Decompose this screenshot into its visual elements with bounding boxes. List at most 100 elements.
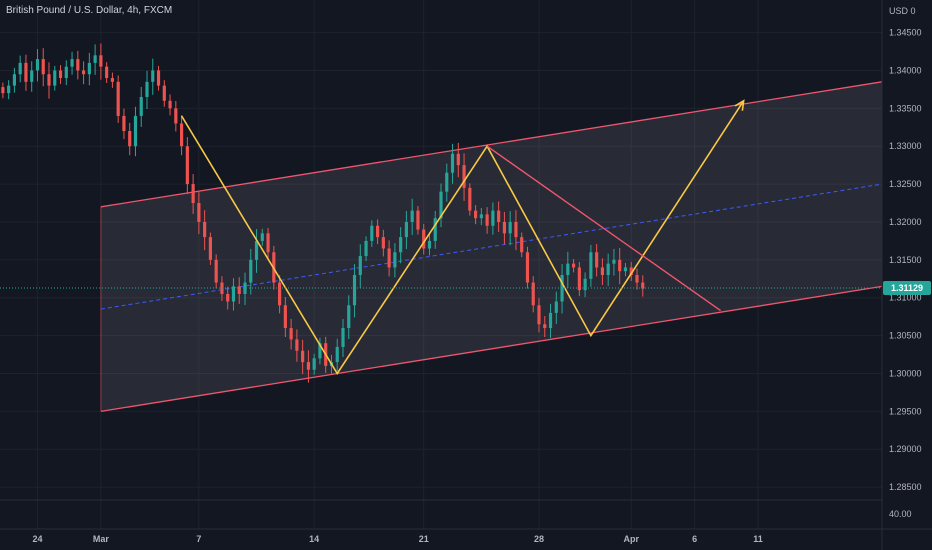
price-tick-label: 1.31500 [889, 255, 922, 265]
price-axis[interactable]: 1.34500 1.34000 1.33500 1.33000 1.32500 1.320… [889, 6, 922, 519]
candle-body [433, 218, 437, 241]
candle-body [410, 210, 414, 222]
candle-body [18, 62, 22, 75]
candle-body [422, 229, 426, 249]
candle-body [347, 305, 351, 329]
candle-body [116, 81, 120, 116]
channel-layer [100, 81, 883, 413]
candle-body [381, 237, 385, 249]
price-tick-label: 1.33500 [889, 103, 922, 113]
price-tick-label: 1.29500 [889, 406, 922, 416]
candle-body [352, 275, 357, 306]
price-tick-label: 1.32500 [889, 179, 922, 189]
time-tick-label: 14 [309, 534, 319, 544]
time-tick-label: 28 [534, 534, 544, 544]
candle-body [439, 191, 443, 219]
candle-body [514, 221, 518, 238]
last-price-tag-text: 1.31129 [891, 283, 923, 293]
candle-body [623, 267, 628, 272]
candle-body [595, 252, 599, 268]
time-tick-label: 6 [692, 534, 697, 544]
candles [1, 43, 645, 383]
channel-lower-line [100, 285, 883, 413]
candle-body [191, 184, 195, 204]
candle-body [278, 282, 282, 306]
candle-body [87, 62, 91, 75]
candle-body [589, 252, 593, 279]
candle-body [226, 293, 230, 302]
candle-body [185, 146, 189, 185]
candle-body [629, 267, 633, 275]
price-tick-label: 1.31000 [889, 293, 922, 303]
candle-body [600, 267, 604, 275]
candle-body [128, 131, 132, 147]
candle-body [249, 259, 253, 283]
candle-body [531, 282, 535, 306]
candle-body [243, 282, 247, 294]
volume-axis-label: 40.00 [889, 509, 912, 519]
time-tick-label: 21 [419, 534, 429, 544]
channel-midline [100, 183, 883, 310]
candle-body [387, 248, 391, 268]
candle-body [64, 66, 68, 79]
price-tick-label: 1.28500 [889, 482, 922, 492]
price-tick-label: 1.32000 [889, 217, 922, 227]
time-axis[interactable]: 24 Mar 7 14 21 28 Apr 6 11 [32, 534, 762, 544]
candle-body [162, 85, 166, 101]
candle-body [214, 259, 218, 283]
candle-body [583, 278, 587, 291]
candle-body [283, 305, 287, 329]
projection-arrowhead [734, 99, 745, 111]
candle-body [70, 59, 74, 67]
candle-body [93, 55, 97, 63]
candle-body [508, 221, 512, 234]
candle-body [554, 301, 558, 313]
candle-body [82, 70, 86, 75]
price-tick-label: 1.34000 [889, 65, 922, 75]
candle-body [208, 237, 212, 260]
candle-body [168, 100, 172, 109]
candle-body [577, 267, 581, 291]
candle-body [537, 305, 541, 325]
candle-body [560, 275, 564, 302]
candle-body [364, 240, 368, 257]
candle-body [445, 172, 449, 192]
candle-body [341, 328, 345, 347]
time-tick-label: 7 [196, 534, 201, 544]
price-tick-label: 1.34500 [889, 28, 922, 38]
price-tick-label: 1.33000 [889, 141, 922, 151]
candle-body [133, 115, 138, 147]
chart-title: British Pound / U.S. Dollar, 4h, FXCM [6, 5, 173, 16]
candle-body [306, 362, 310, 370]
candle-body [485, 214, 489, 226]
candle-body [393, 252, 397, 268]
candle-body [203, 221, 207, 238]
candle-body [427, 240, 432, 249]
candle-body [122, 115, 126, 132]
candle-body [35, 59, 40, 71]
candle-body [110, 78, 114, 82]
time-tick-label: Apr [623, 534, 639, 544]
price-tick-label: 1.29000 [889, 444, 922, 454]
candle-body [502, 221, 506, 234]
candle-body [301, 350, 305, 363]
candle-body [520, 237, 524, 253]
candle-body [525, 252, 530, 283]
candle-body [197, 203, 201, 222]
candle-body [318, 343, 322, 359]
time-tick-label: Mar [93, 534, 110, 544]
candle-body [99, 55, 103, 67]
candle-body [237, 286, 241, 294]
candle-body [606, 263, 610, 275]
candle-body [456, 153, 460, 166]
candle-body [462, 165, 466, 188]
candle-body [295, 339, 299, 351]
candle-body [358, 256, 362, 275]
candle-body [548, 312, 553, 329]
descending-trendline [486, 145, 721, 312]
candle-body [479, 214, 483, 219]
candle-body [53, 70, 57, 86]
candle-body [41, 59, 45, 75]
price-tags: 1.31129 [883, 280, 931, 295]
